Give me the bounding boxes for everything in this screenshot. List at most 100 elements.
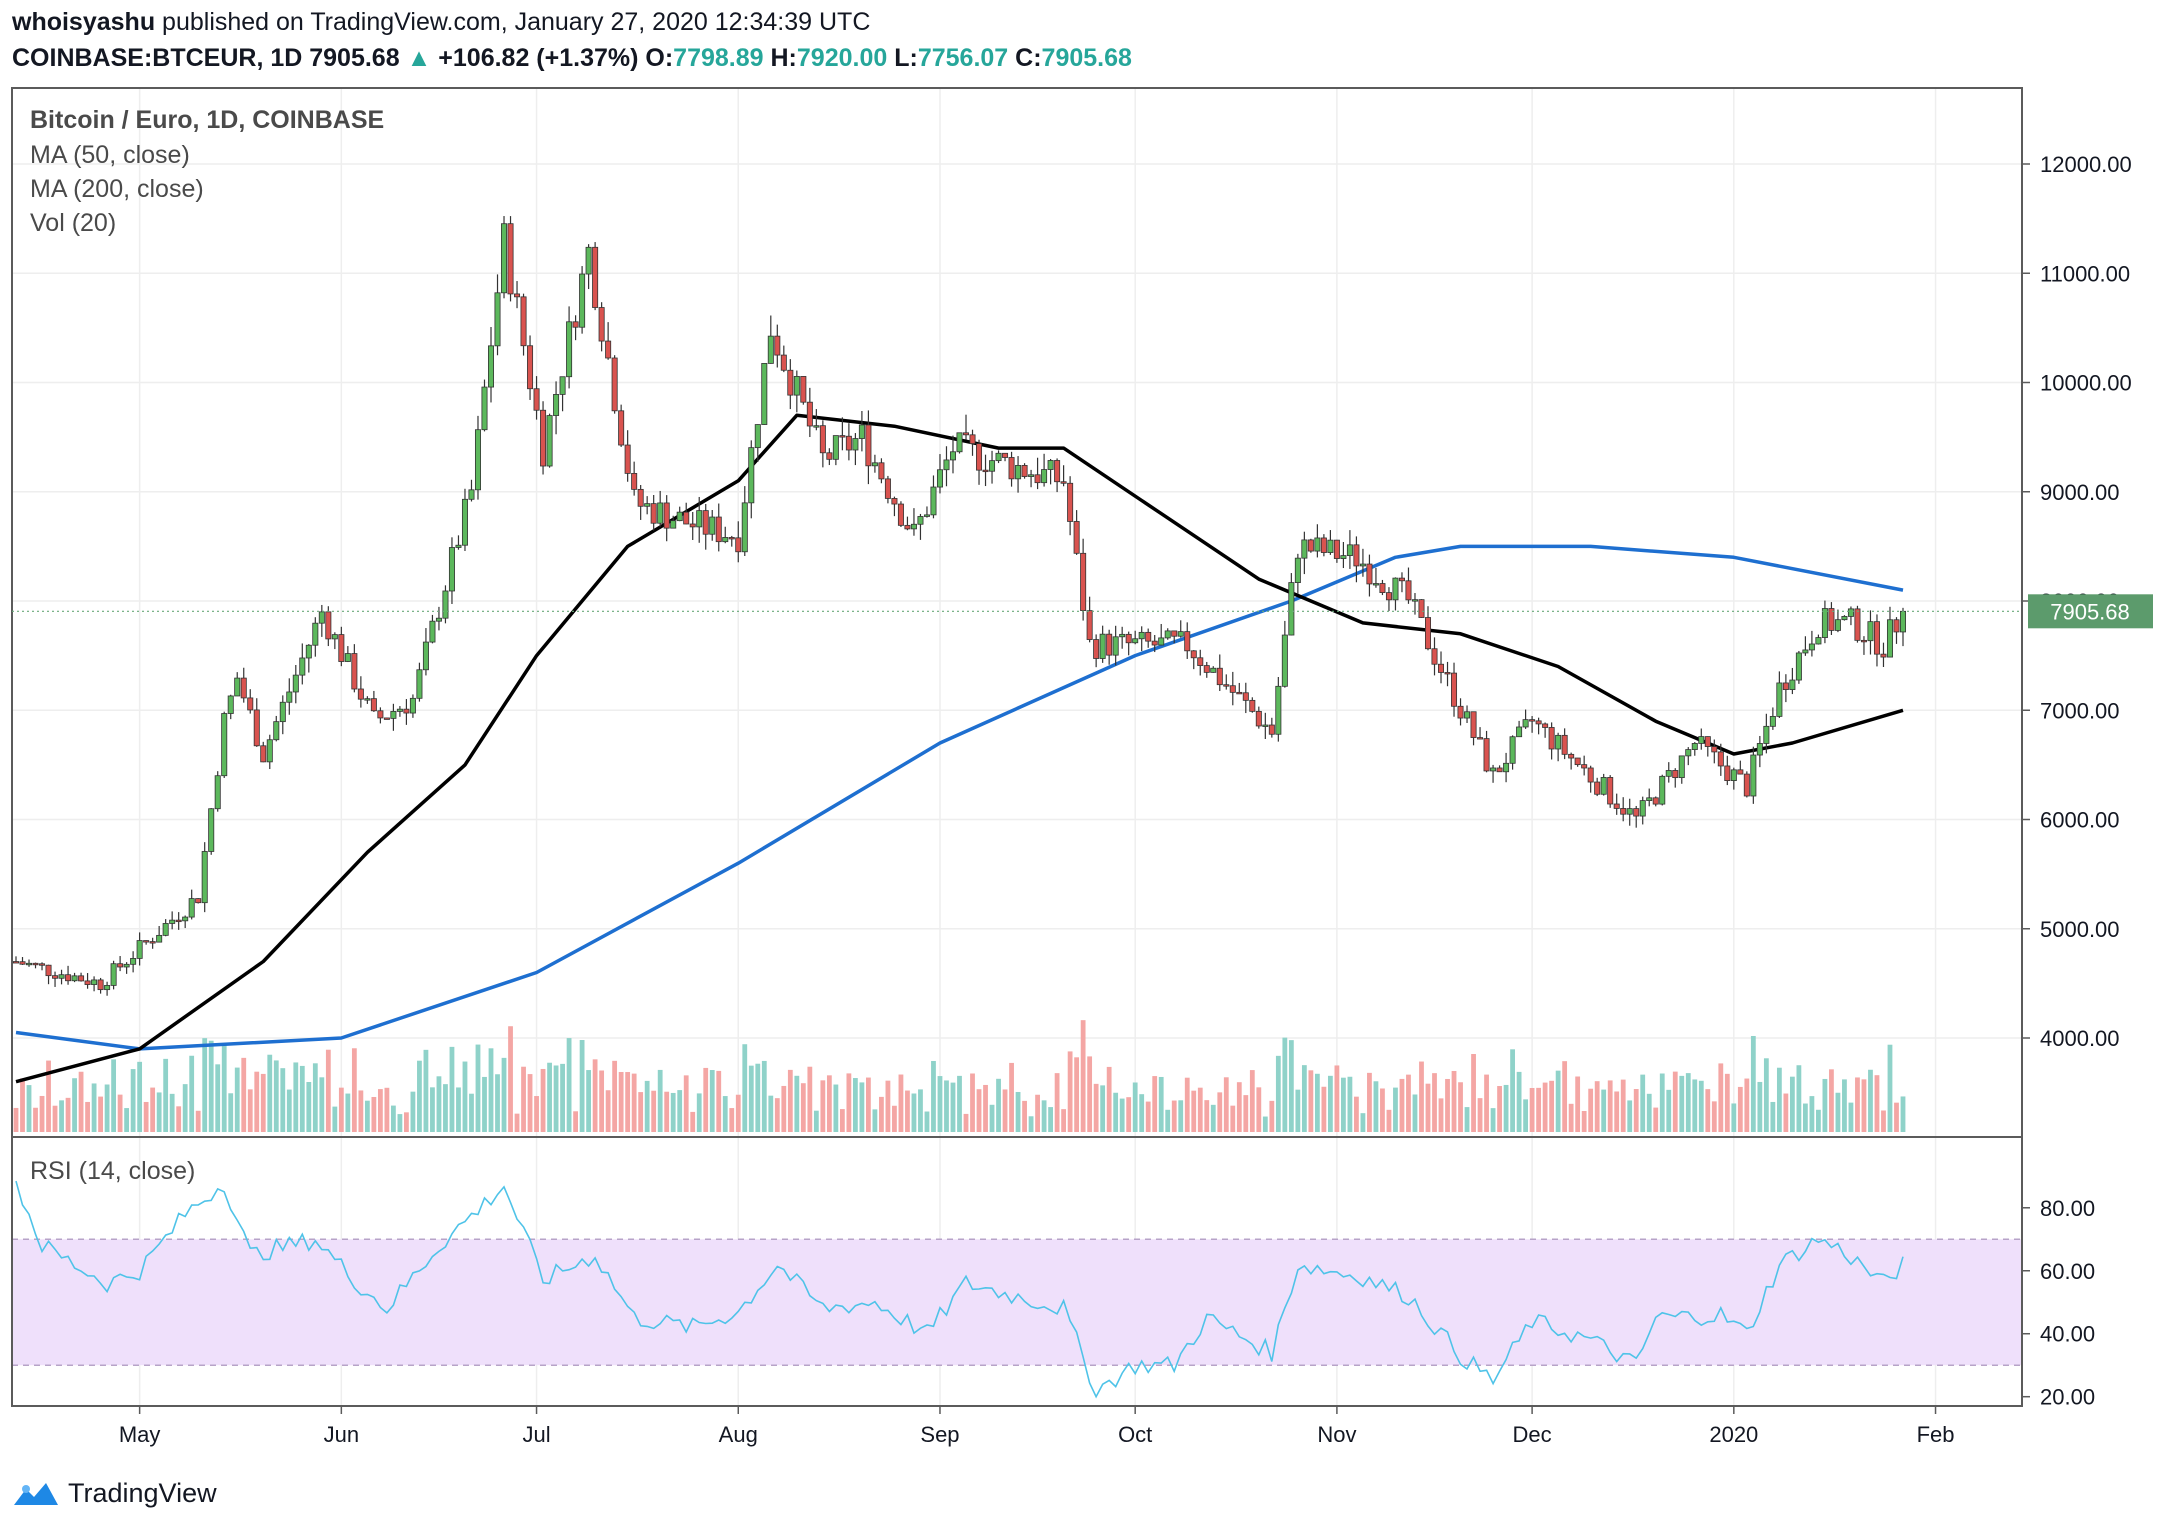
candle-body[interactable] bbox=[45, 964, 52, 977]
candle-body[interactable] bbox=[474, 429, 481, 491]
candle-body[interactable] bbox=[1431, 648, 1438, 665]
candle-body[interactable] bbox=[1379, 583, 1386, 593]
candle-body[interactable] bbox=[325, 611, 332, 640]
candle-body[interactable] bbox=[488, 345, 495, 388]
candle-body[interactable] bbox=[1555, 734, 1562, 750]
candle-body[interactable] bbox=[1522, 719, 1529, 728]
candle-body[interactable] bbox=[403, 708, 410, 714]
candle-body[interactable] bbox=[253, 709, 260, 747]
candle-body[interactable] bbox=[1190, 650, 1197, 659]
candle-body[interactable] bbox=[1698, 736, 1705, 744]
candle-body[interactable] bbox=[1607, 777, 1614, 805]
candle-body[interactable] bbox=[208, 808, 215, 852]
candle-body[interactable] bbox=[813, 425, 820, 428]
candle-body[interactable] bbox=[1776, 682, 1783, 717]
candle-body[interactable] bbox=[1359, 563, 1366, 567]
candle-body[interactable] bbox=[1119, 633, 1126, 638]
candle-body[interactable] bbox=[1789, 679, 1796, 690]
candle-body[interactable] bbox=[956, 432, 963, 453]
candle-body[interactable] bbox=[676, 511, 683, 522]
candle-body[interactable] bbox=[1398, 577, 1405, 582]
candle-body[interactable] bbox=[117, 963, 124, 968]
candle-body[interactable] bbox=[104, 985, 111, 991]
candle-body[interactable] bbox=[279, 701, 286, 723]
candle-body[interactable] bbox=[689, 523, 696, 528]
candle-body[interactable] bbox=[800, 376, 807, 403]
candle-body[interactable] bbox=[852, 438, 859, 451]
candle-body[interactable] bbox=[1477, 737, 1484, 740]
candle-body[interactable] bbox=[338, 634, 345, 662]
candle-body[interactable] bbox=[767, 335, 774, 364]
candle-body[interactable] bbox=[1320, 537, 1327, 553]
candle-body[interactable] bbox=[1626, 808, 1633, 815]
candle-body[interactable] bbox=[657, 502, 664, 524]
candle-body[interactable] bbox=[1294, 557, 1301, 583]
candle-body[interactable] bbox=[1503, 762, 1510, 773]
candle-body[interactable] bbox=[1171, 630, 1178, 637]
candle-body[interactable] bbox=[39, 963, 46, 966]
candle-body[interactable] bbox=[1867, 621, 1874, 642]
candle-body[interactable] bbox=[891, 498, 898, 505]
candle-body[interactable] bbox=[839, 435, 846, 438]
candle-body[interactable] bbox=[1333, 539, 1340, 559]
candle-body[interactable] bbox=[442, 590, 449, 619]
candle-body[interactable] bbox=[1600, 777, 1607, 795]
candle-body[interactable] bbox=[448, 547, 455, 592]
candle-body[interactable] bbox=[1275, 685, 1282, 735]
candle-body[interactable] bbox=[936, 469, 943, 488]
candle-body[interactable] bbox=[1678, 755, 1685, 779]
candle-body[interactable] bbox=[1132, 638, 1139, 644]
candle-body[interactable] bbox=[1184, 631, 1191, 652]
candle-body[interactable] bbox=[429, 620, 436, 643]
candle-body[interactable] bbox=[1769, 715, 1776, 727]
candle-body[interactable] bbox=[559, 376, 566, 395]
candle-body[interactable] bbox=[1223, 684, 1230, 687]
candle-body[interactable] bbox=[97, 979, 104, 991]
candle-body[interactable] bbox=[1086, 610, 1093, 640]
candle-body[interactable] bbox=[696, 510, 703, 528]
candle-body[interactable] bbox=[845, 435, 852, 451]
candle-body[interactable] bbox=[1327, 539, 1334, 553]
candle-body[interactable] bbox=[1346, 544, 1353, 556]
candle-body[interactable] bbox=[670, 520, 677, 529]
candle-body[interactable] bbox=[982, 469, 989, 473]
candle-body[interactable] bbox=[1392, 577, 1399, 601]
author[interactable]: whoisyashu bbox=[12, 8, 156, 36]
candle-body[interactable] bbox=[1496, 767, 1503, 773]
candle-body[interactable] bbox=[774, 335, 781, 356]
candle-body[interactable] bbox=[390, 711, 397, 719]
candle-body[interactable] bbox=[1034, 474, 1041, 484]
candle-body[interactable] bbox=[299, 657, 306, 676]
candle-body[interactable] bbox=[793, 376, 800, 396]
candle-body[interactable] bbox=[1730, 769, 1737, 782]
candle-body[interactable] bbox=[260, 745, 267, 763]
candle-body[interactable] bbox=[761, 363, 768, 425]
candle-body[interactable] bbox=[1158, 637, 1165, 646]
candle-body[interactable] bbox=[1795, 652, 1802, 681]
candle-body[interactable] bbox=[1255, 710, 1262, 727]
candle-body[interactable] bbox=[435, 617, 442, 622]
candle-body[interactable] bbox=[592, 246, 599, 308]
candle-body[interactable] bbox=[1581, 764, 1588, 769]
candle-body[interactable] bbox=[930, 486, 937, 516]
candle-body[interactable] bbox=[904, 524, 911, 530]
candle-body[interactable] bbox=[553, 394, 560, 416]
candle-body[interactable] bbox=[383, 717, 390, 720]
candle-body[interactable] bbox=[1561, 734, 1568, 755]
candle-body[interactable] bbox=[12, 961, 19, 964]
candle-body[interactable] bbox=[819, 425, 826, 454]
candle-body[interactable] bbox=[722, 537, 729, 543]
candle-body[interactable] bbox=[533, 388, 540, 411]
candle-body[interactable] bbox=[32, 962, 39, 966]
candle-body[interactable] bbox=[455, 544, 462, 548]
candle-body[interactable] bbox=[1125, 633, 1132, 644]
candle-body[interactable] bbox=[1301, 539, 1308, 559]
candle-body[interactable] bbox=[780, 354, 787, 371]
candle-body[interactable] bbox=[1860, 639, 1867, 643]
candle-body[interactable] bbox=[1854, 608, 1861, 641]
candle-body[interactable] bbox=[1529, 719, 1536, 722]
candle-body[interactable] bbox=[1080, 552, 1087, 611]
candle-body[interactable] bbox=[1106, 633, 1113, 656]
candle-body[interactable] bbox=[58, 974, 65, 979]
candle-body[interactable] bbox=[1750, 754, 1757, 797]
